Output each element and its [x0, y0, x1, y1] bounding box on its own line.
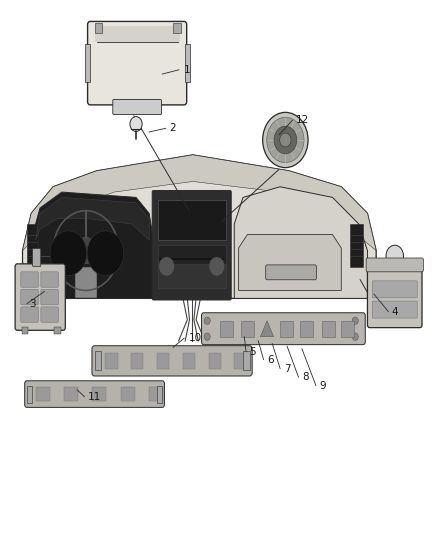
Text: 5: 5 — [250, 346, 256, 357]
Text: 4: 4 — [392, 306, 398, 317]
Bar — [27, 385, 32, 402]
Bar — [350, 224, 363, 266]
FancyBboxPatch shape — [152, 190, 231, 300]
Text: 12: 12 — [295, 115, 309, 125]
FancyBboxPatch shape — [266, 265, 316, 280]
Polygon shape — [31, 192, 153, 298]
Bar — [157, 353, 169, 368]
Circle shape — [274, 126, 297, 154]
Bar — [54, 327, 61, 334]
Bar — [158, 245, 226, 266]
FancyBboxPatch shape — [41, 307, 58, 322]
Bar — [95, 23, 102, 33]
Bar — [64, 387, 78, 401]
Bar — [241, 321, 254, 337]
Bar — [183, 353, 195, 368]
Bar — [95, 351, 101, 370]
Bar — [106, 353, 118, 368]
Circle shape — [204, 333, 210, 341]
Bar — [234, 353, 247, 368]
Bar — [121, 387, 135, 401]
Bar — [243, 351, 250, 370]
Bar — [95, 26, 180, 42]
Circle shape — [267, 117, 304, 163]
Bar — [185, 44, 190, 83]
Text: 8: 8 — [302, 372, 309, 382]
Circle shape — [159, 257, 174, 276]
Circle shape — [87, 231, 124, 276]
Polygon shape — [239, 235, 341, 290]
FancyBboxPatch shape — [21, 272, 38, 287]
Text: 11: 11 — [88, 392, 101, 402]
Bar — [157, 385, 162, 402]
Polygon shape — [22, 155, 376, 251]
Text: 10: 10 — [188, 333, 201, 343]
FancyBboxPatch shape — [21, 307, 38, 322]
Bar — [321, 321, 335, 337]
Bar — [85, 44, 90, 83]
FancyBboxPatch shape — [21, 289, 38, 305]
Polygon shape — [75, 266, 97, 298]
FancyBboxPatch shape — [372, 301, 417, 318]
FancyBboxPatch shape — [367, 265, 422, 328]
FancyBboxPatch shape — [15, 264, 65, 330]
FancyBboxPatch shape — [41, 289, 58, 305]
Text: 2: 2 — [169, 123, 175, 133]
Bar — [131, 353, 144, 368]
Bar — [220, 321, 233, 337]
Circle shape — [130, 117, 142, 132]
FancyBboxPatch shape — [113, 100, 162, 115]
Polygon shape — [261, 321, 274, 337]
Circle shape — [204, 317, 210, 325]
FancyBboxPatch shape — [366, 258, 424, 272]
Circle shape — [386, 245, 403, 266]
FancyBboxPatch shape — [372, 281, 417, 298]
Bar — [35, 387, 49, 401]
Text: 3: 3 — [29, 298, 36, 309]
Polygon shape — [22, 155, 376, 298]
FancyBboxPatch shape — [92, 346, 252, 376]
Bar — [158, 199, 226, 240]
Text: 6: 6 — [267, 354, 274, 365]
FancyBboxPatch shape — [25, 381, 164, 407]
Bar — [208, 353, 221, 368]
FancyBboxPatch shape — [32, 248, 41, 266]
Bar — [173, 23, 181, 33]
Circle shape — [280, 133, 291, 147]
Bar — [149, 387, 163, 401]
Circle shape — [209, 257, 225, 276]
Text: 1: 1 — [184, 65, 191, 75]
Bar — [21, 327, 28, 334]
FancyBboxPatch shape — [88, 21, 187, 105]
Bar — [27, 224, 38, 266]
Bar — [280, 321, 293, 337]
Text: 9: 9 — [319, 381, 326, 391]
FancyBboxPatch shape — [41, 272, 58, 287]
Polygon shape — [35, 197, 149, 240]
Circle shape — [352, 317, 358, 325]
Circle shape — [263, 112, 308, 167]
Circle shape — [50, 231, 87, 276]
Bar — [158, 264, 226, 288]
Text: 7: 7 — [284, 364, 290, 374]
Circle shape — [352, 333, 358, 341]
Bar — [92, 387, 106, 401]
Polygon shape — [234, 187, 367, 298]
Bar — [341, 321, 354, 337]
FancyBboxPatch shape — [201, 313, 365, 345]
Circle shape — [75, 237, 97, 264]
Bar — [300, 321, 313, 337]
